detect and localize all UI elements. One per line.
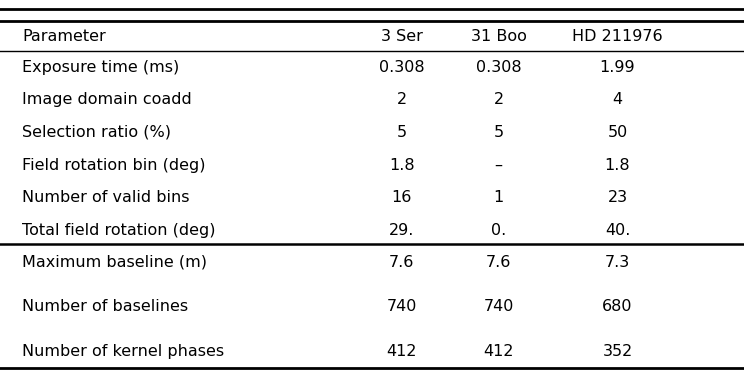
Text: 2: 2 (493, 92, 504, 108)
Text: 1.8: 1.8 (605, 158, 630, 172)
Text: 352: 352 (603, 344, 632, 359)
Text: 7.6: 7.6 (486, 255, 511, 270)
Text: Exposure time (ms): Exposure time (ms) (22, 60, 179, 75)
Text: Number of kernel phases: Number of kernel phases (22, 344, 225, 359)
Text: Field rotation bin (deg): Field rotation bin (deg) (22, 158, 206, 172)
Text: 740: 740 (484, 299, 513, 315)
Text: 0.308: 0.308 (475, 60, 522, 75)
Text: 740: 740 (387, 299, 417, 315)
Text: 412: 412 (484, 344, 513, 359)
Text: Selection ratio (%): Selection ratio (%) (22, 125, 171, 140)
Text: Image domain coadd: Image domain coadd (22, 92, 192, 108)
Text: Total field rotation (deg): Total field rotation (deg) (22, 222, 216, 238)
Text: 1.99: 1.99 (600, 60, 635, 75)
Text: 5: 5 (397, 125, 407, 140)
Text: –: – (495, 158, 502, 172)
Text: 5: 5 (493, 125, 504, 140)
Text: 0.308: 0.308 (379, 60, 425, 75)
Text: 1: 1 (493, 190, 504, 205)
Text: Maximum baseline (m): Maximum baseline (m) (22, 255, 208, 270)
Text: Number of valid bins: Number of valid bins (22, 190, 190, 205)
Text: 1.8: 1.8 (389, 158, 414, 172)
Text: 4: 4 (612, 92, 623, 108)
Text: HD 211976: HD 211976 (572, 28, 663, 44)
Text: 0.: 0. (491, 222, 506, 238)
Text: 2: 2 (397, 92, 407, 108)
Text: 7.3: 7.3 (605, 255, 630, 270)
Text: 40.: 40. (605, 222, 630, 238)
Text: 680: 680 (603, 299, 632, 315)
Text: 412: 412 (387, 344, 417, 359)
Text: 3 Ser: 3 Ser (381, 28, 423, 44)
Text: Parameter: Parameter (22, 28, 106, 44)
Text: 31 Boo: 31 Boo (470, 28, 527, 44)
Text: 16: 16 (391, 190, 412, 205)
Text: 23: 23 (607, 190, 628, 205)
Text: 7.6: 7.6 (389, 255, 414, 270)
Text: Number of baselines: Number of baselines (22, 299, 188, 315)
Text: 50: 50 (607, 125, 628, 140)
Text: 29.: 29. (389, 222, 414, 238)
